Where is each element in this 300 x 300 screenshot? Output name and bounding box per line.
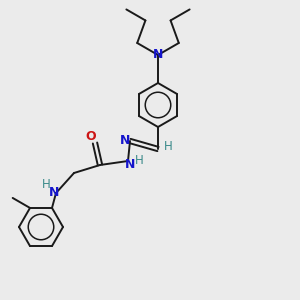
Text: H: H: [42, 178, 50, 191]
Text: H: H: [164, 140, 172, 154]
Text: H: H: [135, 154, 143, 166]
Text: N: N: [125, 158, 135, 170]
Text: N: N: [120, 134, 130, 146]
Text: N: N: [49, 187, 59, 200]
Text: N: N: [153, 49, 163, 62]
Text: O: O: [86, 130, 96, 143]
